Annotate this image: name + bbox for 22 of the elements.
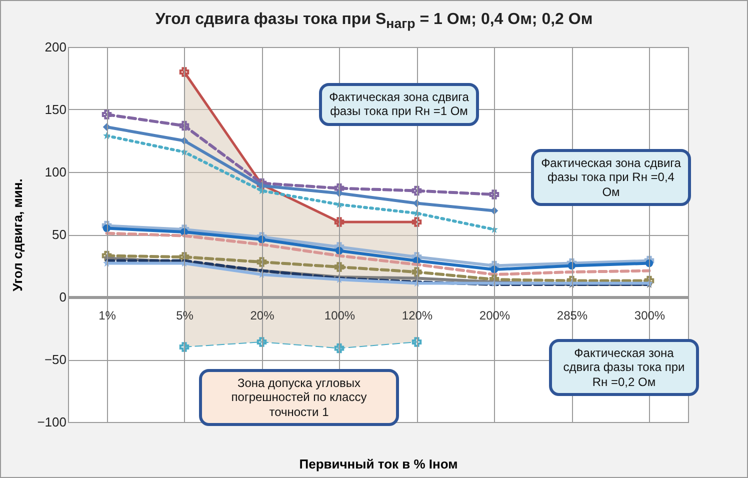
y-tick-label: 50	[52, 227, 66, 242]
callout: Фактическая зона сдвига фазы тока при Rн =0,2 Ом	[549, 339, 699, 396]
x-tick-label: 300%	[634, 308, 666, 322]
x-tick-label: 5%	[176, 308, 194, 322]
y-tick-label: 150	[44, 102, 66, 117]
y-tick-label: 0	[59, 290, 66, 304]
x-tick-label: 20%	[250, 308, 275, 322]
callout: Зона допуска угловых погрешностей по классу точности 1	[199, 369, 399, 426]
x-axis-title: Первичный ток в % Iном	[299, 456, 458, 472]
y-axis-title: Угол сдвига, мин.	[10, 178, 26, 292]
x-tick-label: 200%	[479, 308, 510, 322]
y-tick-label: 100	[44, 164, 66, 180]
y-tick-label: −50	[44, 352, 66, 367]
x-tick-label: 285%	[556, 308, 588, 322]
chart-title: Угол сдвига фазы тока при S$_{нагр}$ = 1 Ом; 0,4 Ом; 0,2 Ом	[154, 11, 594, 32]
callout: Фактическая зона сдвига фазы тока при Rн =1 Ом	[319, 83, 479, 126]
x-tick-label: 1%	[98, 308, 116, 322]
y-tick-label: 200	[44, 40, 66, 54]
x-tick-label: 120%	[402, 308, 433, 322]
x-tick-label: 100%	[324, 308, 356, 322]
y-tick-label: −100	[37, 414, 66, 430]
callout: Фактическая зона сдвига фазы тока при Rн =0,4 Ом	[531, 149, 691, 206]
